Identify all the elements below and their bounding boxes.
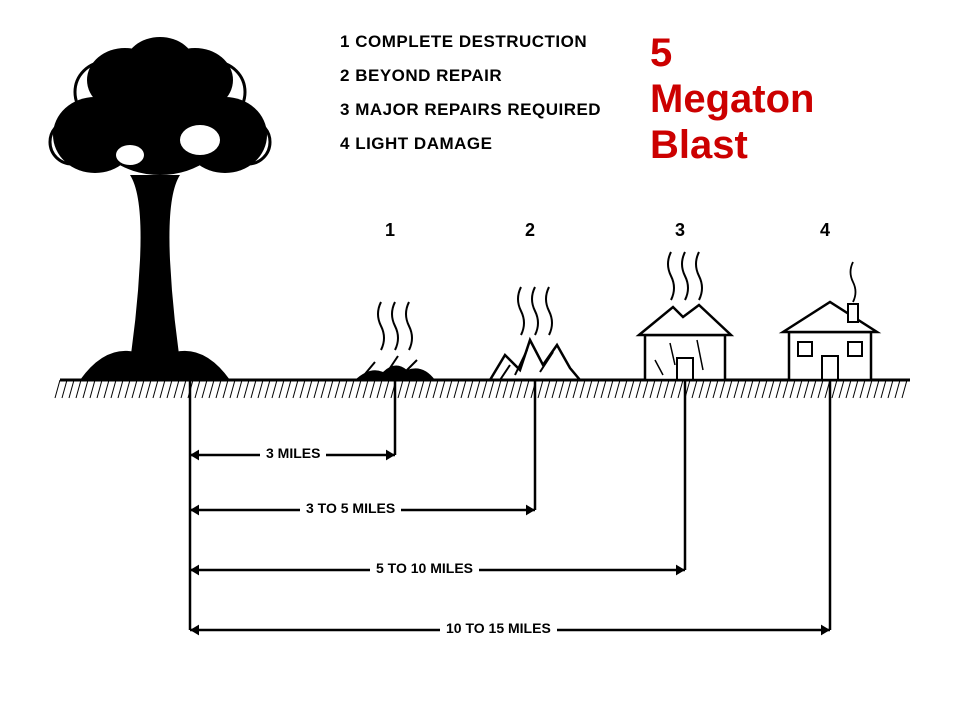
range-label-3: 5 TO 10 MILES [370, 560, 479, 576]
legend-item-4: 4 LIGHT DAMAGE [340, 134, 492, 154]
range-label-1: 3 MILES [260, 445, 326, 461]
zone-number-4: 4 [820, 220, 830, 241]
legend-label: LIGHT DAMAGE [355, 134, 492, 153]
zone-number-3: 3 [675, 220, 685, 241]
diagram-root: { "canvas":{"width":960,"height":720,"ba… [0, 0, 960, 720]
legend-label: COMPLETE DESTRUCTION [355, 32, 587, 51]
zone-number-2: 2 [525, 220, 535, 241]
range-label-4: 10 TO 15 MILES [440, 620, 557, 636]
legend-num: 1 [340, 32, 350, 51]
zone-number-1: 1 [385, 220, 395, 241]
legend-num: 2 [340, 66, 350, 85]
legend-item-2: 2 BEYOND REPAIR [340, 66, 502, 86]
legend-item-3: 3 MAJOR REPAIRS REQUIRED [340, 100, 601, 120]
legend-label: BEYOND REPAIR [355, 66, 502, 85]
range-label-2: 3 TO 5 MILES [300, 500, 401, 516]
diagram-title: 5MegatonBlast [650, 30, 814, 168]
legend-label: MAJOR REPAIRS REQUIRED [355, 100, 601, 119]
legend-num: 3 [340, 100, 350, 119]
legend-num: 4 [340, 134, 350, 153]
legend-item-1: 1 COMPLETE DESTRUCTION [340, 32, 587, 52]
